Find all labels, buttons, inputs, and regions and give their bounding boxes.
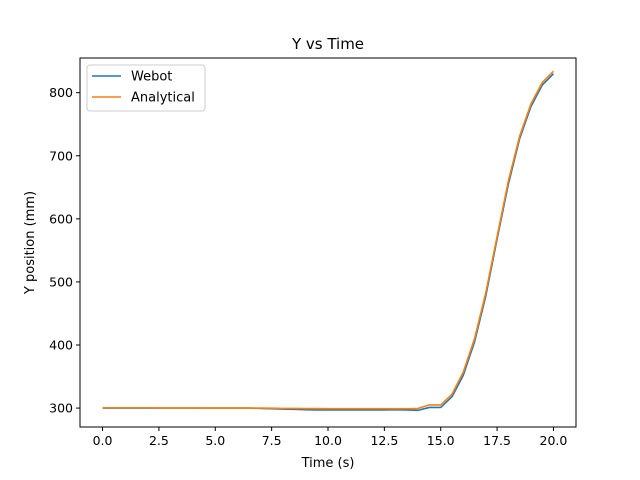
chart-title: Y vs Time	[291, 35, 364, 53]
y-tick-label: 600	[49, 211, 73, 226]
legend-label: Webot	[131, 70, 172, 85]
y-tick-label: 500	[49, 274, 73, 289]
x-tick-label: 10.0	[314, 433, 342, 448]
plot-area	[79, 57, 577, 428]
x-tick-label: 15.0	[427, 433, 455, 448]
plot-frame	[79, 57, 577, 428]
y-tick-label: 700	[49, 148, 73, 163]
y-tick-label: 300	[49, 401, 73, 416]
legend: Webot Analytical	[86, 64, 206, 112]
y-tick-label: 800	[49, 85, 73, 100]
x-tick-label: 0.0	[93, 433, 113, 448]
legend-label: Analytical	[131, 91, 195, 106]
series-lines	[102, 70, 555, 412]
series-line-analytical	[102, 70, 555, 410]
x-axis-label: Time (s)	[301, 456, 355, 471]
x-tick-label: 5.0	[205, 433, 225, 448]
x-axis: 0.0 2.5 5.0 7.5 10.0 12.5 15.0 17.5 20.0	[93, 427, 568, 448]
x-tick-label: 7.5	[262, 433, 282, 448]
y-tick-label: 400	[49, 338, 73, 353]
x-tick-label: 17.5	[483, 433, 511, 448]
x-tick-label: 12.5	[370, 433, 398, 448]
series-line-webot	[102, 73, 555, 412]
y-axis-label: Y position (mm)	[23, 191, 38, 295]
y-axis: 300 400 500 600 700 800	[49, 85, 80, 416]
x-tick-label: 2.5	[149, 433, 169, 448]
x-tick-label: 20.0	[540, 433, 568, 448]
